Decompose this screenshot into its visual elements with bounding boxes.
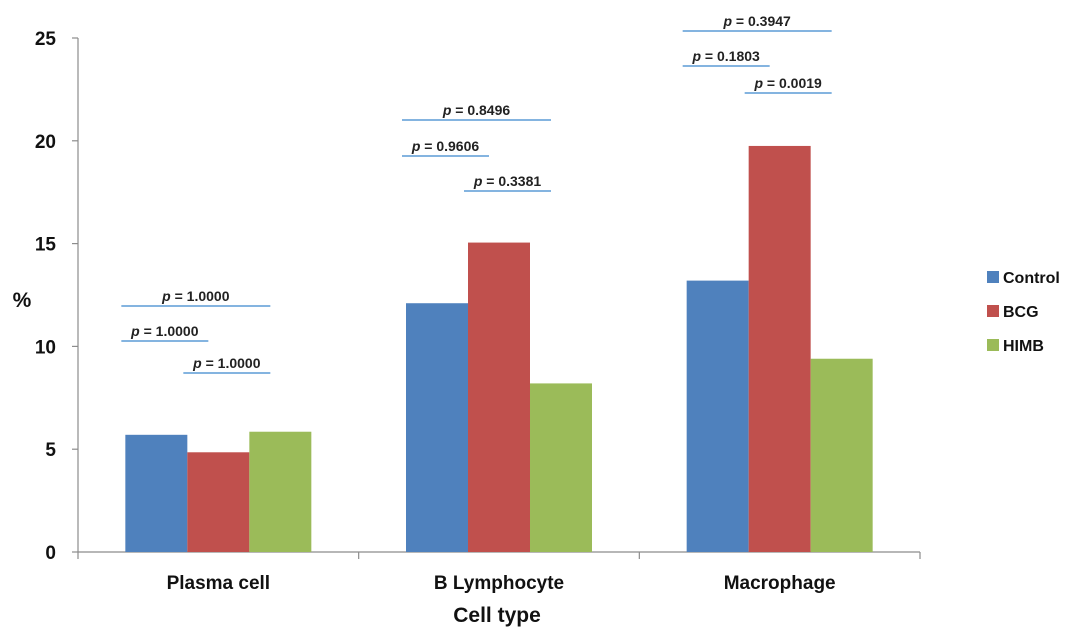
p-value-label: p = 0.8496: [442, 102, 511, 118]
p-value-label: p = 1.0000: [192, 355, 261, 371]
bar-himb: [249, 431, 312, 552]
bar-control: [686, 280, 749, 552]
p-value-label: p = 0.1803: [691, 48, 760, 64]
bar-bcg: [748, 145, 811, 552]
y-tick-label: 20: [35, 132, 56, 153]
bars: [125, 145, 873, 552]
legend-swatch-bcg: [987, 305, 999, 317]
x-tick-label: B Lymphocyte: [434, 573, 564, 594]
bar-control: [125, 434, 188, 552]
p-value-label: p = 0.3947: [722, 13, 791, 29]
y-tick-label: 15: [35, 235, 57, 256]
x-tick-label: Macrophage: [724, 573, 836, 594]
p-value-label: p = 0.0019: [753, 75, 822, 91]
y-axis: 0 5 10 15 20 25: [35, 29, 79, 564]
legend-label: BCG: [1003, 304, 1039, 321]
bar-himb: [810, 358, 873, 552]
y-tick-label: 5: [45, 440, 56, 461]
p-value-annotations: p = 1.0000 p = 1.0000 p = 1.0000 p = 0.8496…: [121, 13, 832, 374]
legend-swatch-control: [987, 271, 999, 283]
p-value-label: p = 0.9606: [411, 138, 480, 154]
p-value-label: p = 1.0000: [130, 323, 199, 339]
legend-label: HIMB: [1003, 338, 1044, 355]
x-axis-title: Cell type: [453, 604, 541, 627]
bar-himb: [530, 383, 592, 552]
bar-bcg: [468, 242, 530, 552]
p-value-label: p = 1.0000: [161, 288, 230, 304]
y-tick-label: 0: [45, 543, 56, 564]
x-tick-label: Plasma cell: [167, 573, 271, 594]
x-axis: Plasma cell B Lymphocyte Macrophage: [77, 551, 921, 594]
bar-bcg: [187, 452, 250, 552]
legend-swatch-himb: [987, 339, 999, 351]
legend-label: Control: [1003, 270, 1060, 287]
p-value-label: p = 0.3381: [473, 173, 542, 189]
y-axis-title: %: [13, 289, 32, 312]
legend: Control BCG HIMB: [987, 270, 1060, 355]
y-tick-label: 25: [35, 29, 57, 50]
bar-control: [406, 303, 468, 552]
y-tick-label: 10: [35, 337, 56, 358]
